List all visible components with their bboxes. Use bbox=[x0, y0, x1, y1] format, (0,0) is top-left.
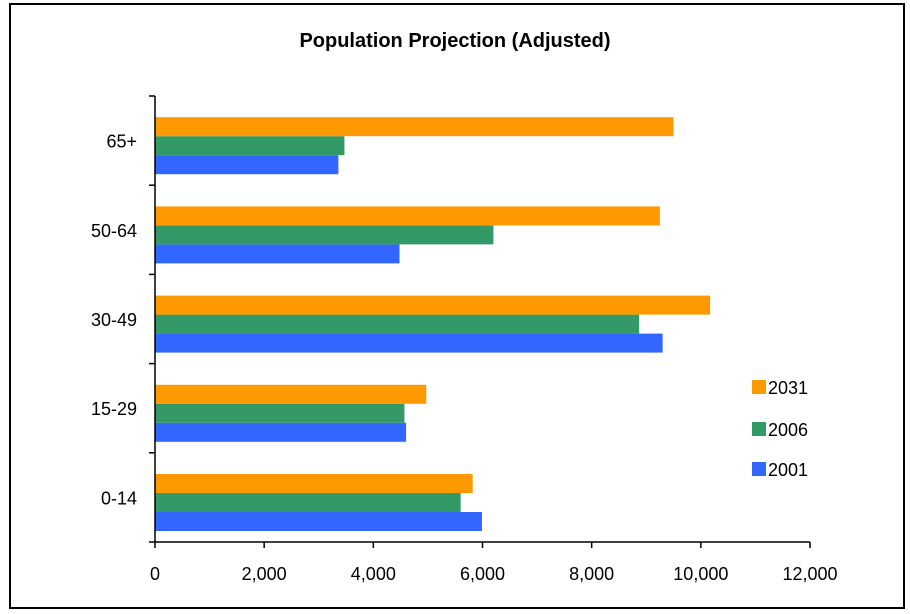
bar-2006-50-64 bbox=[155, 225, 494, 245]
bar-2001-30-49 bbox=[155, 333, 663, 353]
legend-label-2006: 2006 bbox=[768, 420, 808, 440]
bar-2001-65+ bbox=[155, 155, 339, 175]
y-tick-label: 15-29 bbox=[91, 399, 137, 419]
axes-group: 0-14 15-29 30-49 50-64 65+ 0 2,000 4,000 6,000 8,… bbox=[91, 95, 838, 584]
x-tick-label: 2,000 bbox=[242, 564, 287, 584]
bar-2006-0-14 bbox=[155, 493, 461, 512]
y-tick-label: 50-64 bbox=[91, 221, 137, 241]
bar-2006-65+ bbox=[155, 136, 345, 156]
bar-2031-15-29 bbox=[155, 384, 427, 404]
bar-2031-65+ bbox=[155, 117, 674, 137]
legend-swatch-2031 bbox=[752, 380, 766, 394]
x-tick-label: 0 bbox=[150, 564, 160, 584]
bar-2006-30-49 bbox=[155, 314, 640, 334]
legend-swatch-2001 bbox=[752, 462, 766, 476]
x-tick-label: 10,000 bbox=[673, 564, 728, 584]
legend-label-2001: 2001 bbox=[768, 460, 808, 480]
x-tick-label: 4,000 bbox=[351, 564, 396, 584]
chart-title: Population Projection (Adjusted) bbox=[299, 30, 610, 52]
bar-2031-0-14 bbox=[155, 474, 473, 493]
legend-swatch-2006 bbox=[752, 422, 766, 436]
bar-2001-15-29 bbox=[155, 422, 407, 442]
legend-label-2031: 2031 bbox=[768, 378, 808, 398]
x-tick-label: 8,000 bbox=[569, 564, 614, 584]
legend: 2031 2006 2001 bbox=[752, 378, 808, 480]
bar-2006-15-29 bbox=[155, 403, 405, 423]
bar-2031-50-64 bbox=[155, 206, 660, 226]
bar-2001-50-64 bbox=[155, 244, 400, 264]
bar-2001-0-14 bbox=[155, 512, 482, 531]
y-tick-label: 0-14 bbox=[101, 488, 137, 508]
bars-group bbox=[155, 117, 711, 531]
bar-2031-30-49 bbox=[155, 295, 711, 315]
y-tick-label: 65+ bbox=[106, 132, 137, 152]
y-tick-label: 30-49 bbox=[91, 310, 137, 330]
x-tick-label: 6,000 bbox=[460, 564, 505, 584]
x-tick-label: 12,000 bbox=[782, 564, 837, 584]
